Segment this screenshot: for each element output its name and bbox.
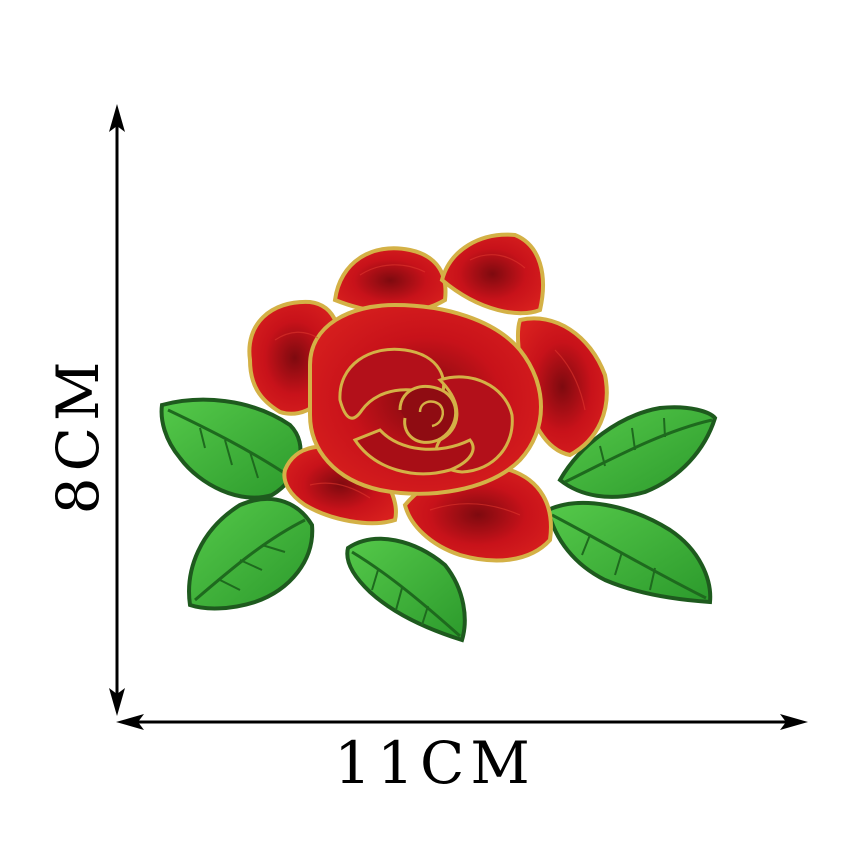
leaf-upper-left: [159, 397, 303, 500]
rose-flower: [247, 232, 609, 563]
rose-center-swirl: [398, 384, 458, 444]
leaf-bottom-center: [345, 536, 467, 643]
leaves-group: [159, 397, 718, 643]
leaf-upper-right: [557, 405, 718, 499]
height-dimension-arrow: [109, 104, 125, 716]
leaf-lower-right: [545, 500, 713, 605]
height-dimension-label: 8CM: [44, 355, 112, 515]
width-dimension-label: 11CM: [334, 729, 536, 797]
width-dimension-arrow: [116, 714, 808, 730]
petal-top-left: [332, 246, 448, 315]
petal-top-right: [439, 232, 545, 316]
petal-inner-bottom: [352, 428, 475, 476]
leaf-lower-left: [187, 496, 315, 611]
thread-texture: [274, 254, 586, 516]
